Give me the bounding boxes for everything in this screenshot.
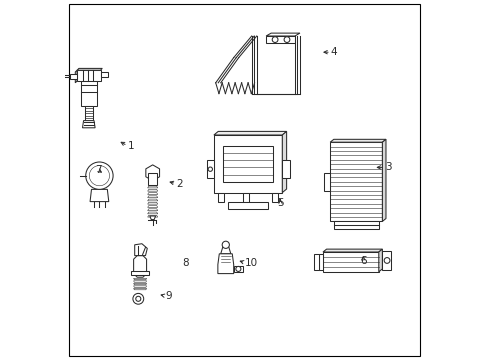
Text: 7: 7 <box>95 165 101 175</box>
Polygon shape <box>382 251 390 270</box>
Polygon shape <box>333 221 378 229</box>
Polygon shape <box>75 70 77 83</box>
Polygon shape <box>133 288 146 290</box>
Polygon shape <box>133 281 146 282</box>
Text: 2: 2 <box>176 179 183 189</box>
Text: 10: 10 <box>244 258 258 268</box>
Polygon shape <box>329 142 382 221</box>
Polygon shape <box>228 202 267 209</box>
Circle shape <box>272 37 277 42</box>
Polygon shape <box>148 173 157 185</box>
Polygon shape <box>213 135 282 193</box>
Polygon shape <box>101 72 107 77</box>
Text: 4: 4 <box>330 47 337 57</box>
Polygon shape <box>323 173 329 191</box>
Polygon shape <box>90 189 108 202</box>
Polygon shape <box>147 196 158 198</box>
Polygon shape <box>322 249 382 252</box>
Polygon shape <box>329 139 385 142</box>
Circle shape <box>136 296 141 301</box>
Polygon shape <box>218 193 224 202</box>
Polygon shape <box>223 146 273 182</box>
Polygon shape <box>378 249 382 272</box>
Circle shape <box>235 266 241 271</box>
Polygon shape <box>282 160 289 178</box>
Polygon shape <box>243 193 249 202</box>
Polygon shape <box>147 186 158 188</box>
Polygon shape <box>282 131 286 193</box>
Polygon shape <box>322 252 378 272</box>
Polygon shape <box>233 266 243 272</box>
Polygon shape <box>206 160 213 178</box>
Polygon shape <box>149 216 155 220</box>
Circle shape <box>93 169 106 182</box>
Polygon shape <box>133 283 146 285</box>
Polygon shape <box>133 278 146 280</box>
Circle shape <box>89 166 109 186</box>
Text: 9: 9 <box>165 291 172 301</box>
Polygon shape <box>147 212 158 214</box>
Circle shape <box>208 167 212 171</box>
Text: 8: 8 <box>182 258 188 268</box>
Circle shape <box>384 258 389 264</box>
Text: 5: 5 <box>277 198 283 208</box>
Polygon shape <box>70 74 77 79</box>
Polygon shape <box>313 254 318 270</box>
Text: 1: 1 <box>127 141 134 151</box>
Circle shape <box>222 241 229 248</box>
Circle shape <box>85 162 113 189</box>
Polygon shape <box>147 193 158 194</box>
Polygon shape <box>85 106 92 121</box>
Polygon shape <box>382 139 385 221</box>
Polygon shape <box>133 256 146 277</box>
Polygon shape <box>147 199 158 201</box>
Polygon shape <box>147 189 158 191</box>
Polygon shape <box>134 244 147 256</box>
Circle shape <box>284 37 289 42</box>
Polygon shape <box>145 165 159 181</box>
Polygon shape <box>318 254 322 270</box>
Polygon shape <box>81 81 97 106</box>
Polygon shape <box>147 206 158 207</box>
Polygon shape <box>265 36 294 43</box>
Polygon shape <box>77 68 102 70</box>
Polygon shape <box>213 131 286 135</box>
Polygon shape <box>220 247 230 254</box>
Text: 3: 3 <box>384 162 391 172</box>
Polygon shape <box>147 215 158 217</box>
Polygon shape <box>265 33 299 36</box>
Polygon shape <box>77 70 101 81</box>
Polygon shape <box>131 271 148 275</box>
Polygon shape <box>82 121 95 128</box>
Polygon shape <box>218 254 233 274</box>
Polygon shape <box>133 286 146 287</box>
Polygon shape <box>272 193 277 202</box>
Circle shape <box>133 293 143 304</box>
Polygon shape <box>147 209 158 211</box>
Text: 6: 6 <box>359 256 366 266</box>
Polygon shape <box>147 202 158 204</box>
